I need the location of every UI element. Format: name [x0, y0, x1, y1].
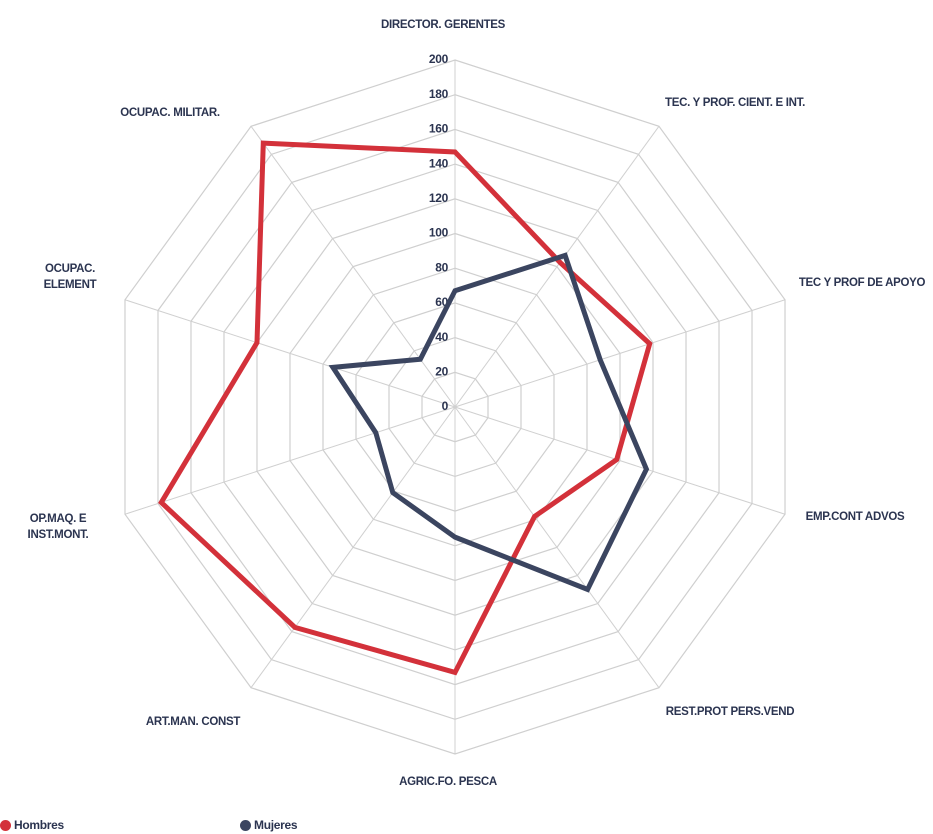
category-label: TEC. Y PROF. CIENT. E INT.: [664, 97, 806, 109]
category-label: ART.MAN. CONST: [145, 716, 241, 728]
legend-marker: [0, 819, 11, 831]
grid-line: [157, 94, 753, 720]
grid-line: [355, 302, 555, 512]
grid-line: [289, 232, 621, 582]
legend-marker: [240, 819, 251, 831]
grid-line: [388, 336, 522, 478]
tick-label: 200: [429, 52, 449, 66]
tick-label: 120: [429, 191, 449, 205]
category-label: AGRIC.FO. PESCA: [399, 776, 497, 788]
category-label: EMP.CONT ADVOS: [805, 511, 905, 523]
grid-line: [421, 371, 489, 443]
series-line: [328, 252, 650, 593]
series-line: [158, 140, 653, 676]
tick-label: 20: [435, 364, 448, 378]
category-label: OCUPAC. MILITAR.: [120, 107, 220, 119]
grid-line: [322, 267, 588, 547]
category-label: REST.PROT PERS.VEND: [665, 706, 795, 718]
tick-label: 180: [429, 87, 449, 101]
tick-label: 80: [435, 260, 448, 274]
category-label: OCUPAC. ELEMENT: [43, 263, 97, 291]
legend-label: Hombres: [14, 818, 64, 832]
tick-label: 160: [429, 122, 449, 136]
category-label: DIRECTOR. GERENTES: [380, 19, 506, 31]
legend-item: Mujeres: [240, 818, 298, 832]
tick-label: 140: [429, 156, 449, 170]
tick-label: 100: [429, 226, 449, 240]
tick-label: 0: [442, 399, 449, 413]
grid-line: [256, 198, 654, 616]
category-label: OP.MAQ. E INST.MONT.: [27, 513, 89, 541]
grid-line: [190, 128, 720, 686]
category-label: TEC Y PROF DE APOYO: [798, 277, 926, 289]
legend-item: Hombres: [0, 818, 64, 832]
tick-label: 40: [435, 330, 448, 344]
grid-line: [223, 163, 687, 651]
grid-line: [124, 59, 786, 755]
legend-label: Mujeres: [254, 818, 298, 832]
